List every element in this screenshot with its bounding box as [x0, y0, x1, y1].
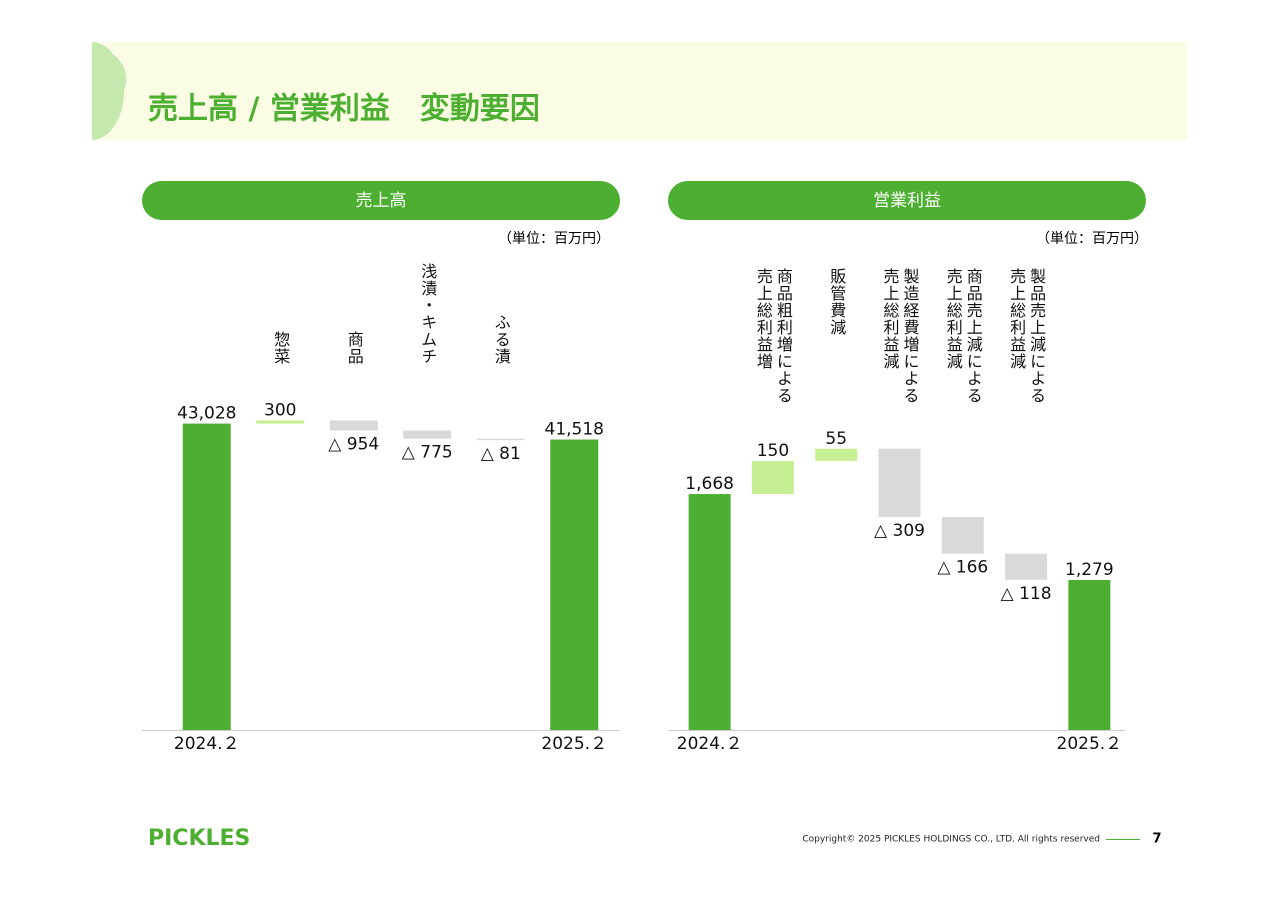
- bar: [476, 438, 525, 441]
- x-tick-label: 2024.２: [677, 734, 743, 754]
- panel-header: [142, 181, 620, 220]
- bar: [688, 494, 731, 730]
- category-label: 製造経費増による売上総利益減: [880, 268, 920, 404]
- bar: [1068, 579, 1111, 730]
- category-label: 商品売上減による売上総利益減: [943, 268, 983, 404]
- slide-title: 売上高 / 営業利益 変動要因: [148, 92, 540, 127]
- bar: [182, 423, 231, 730]
- category-label: 浅漬・キムチ: [418, 263, 438, 365]
- bar: [878, 448, 921, 518]
- value-label: 41,518: [545, 420, 604, 440]
- category-label: 商品: [344, 331, 364, 365]
- category-label: 製品売上減による売上総利益減: [1007, 268, 1047, 404]
- page-number: 7: [1152, 832, 1161, 847]
- bar: [815, 448, 858, 461]
- value-label: △ 118: [1001, 584, 1052, 604]
- value-label: 1,668: [685, 474, 734, 494]
- x-tick-label: 2025.２: [541, 734, 607, 754]
- chart-title: 営業利益: [873, 191, 941, 211]
- value-label: 1,279: [1065, 560, 1114, 580]
- x-tick-label: 2025.２: [1057, 734, 1123, 754]
- bar: [256, 420, 305, 424]
- value-label: △ 309: [874, 521, 925, 541]
- value-label: △ 166: [937, 558, 988, 578]
- header-accent: [92, 42, 127, 140]
- header-band: [92, 42, 1187, 140]
- unit-label: （単位：百万円）: [498, 231, 610, 247]
- value-label: 43,028: [177, 404, 236, 424]
- value-label: 300: [264, 400, 296, 420]
- category-label: 惣菜: [271, 331, 291, 365]
- value-label: △ 954: [328, 434, 379, 454]
- logo: PICKLES: [148, 826, 250, 851]
- value-label: △ 81: [481, 444, 521, 464]
- category-label: 販管費減: [827, 268, 847, 336]
- bar: [550, 439, 599, 730]
- value-label: 150: [757, 441, 789, 461]
- bar: [751, 460, 794, 495]
- copyright: Copyright© 2025 PICKLES HOLDINGS CO., LT…: [802, 835, 1100, 845]
- category-label: 商品粗利増による売上総利益増: [753, 268, 793, 404]
- bar: [941, 517, 984, 554]
- bar: [1005, 553, 1048, 580]
- value-label: 55: [825, 429, 847, 449]
- panel-header: [668, 181, 1146, 220]
- unit-label: （単位：百万円）: [1036, 231, 1148, 247]
- bar: [403, 430, 452, 439]
- x-tick-label: 2024.２: [174, 734, 240, 754]
- category-label: ふる漬: [491, 314, 511, 365]
- value-label: △ 775: [402, 443, 453, 463]
- chart-title: 売上高: [356, 191, 407, 211]
- bar: [329, 420, 378, 431]
